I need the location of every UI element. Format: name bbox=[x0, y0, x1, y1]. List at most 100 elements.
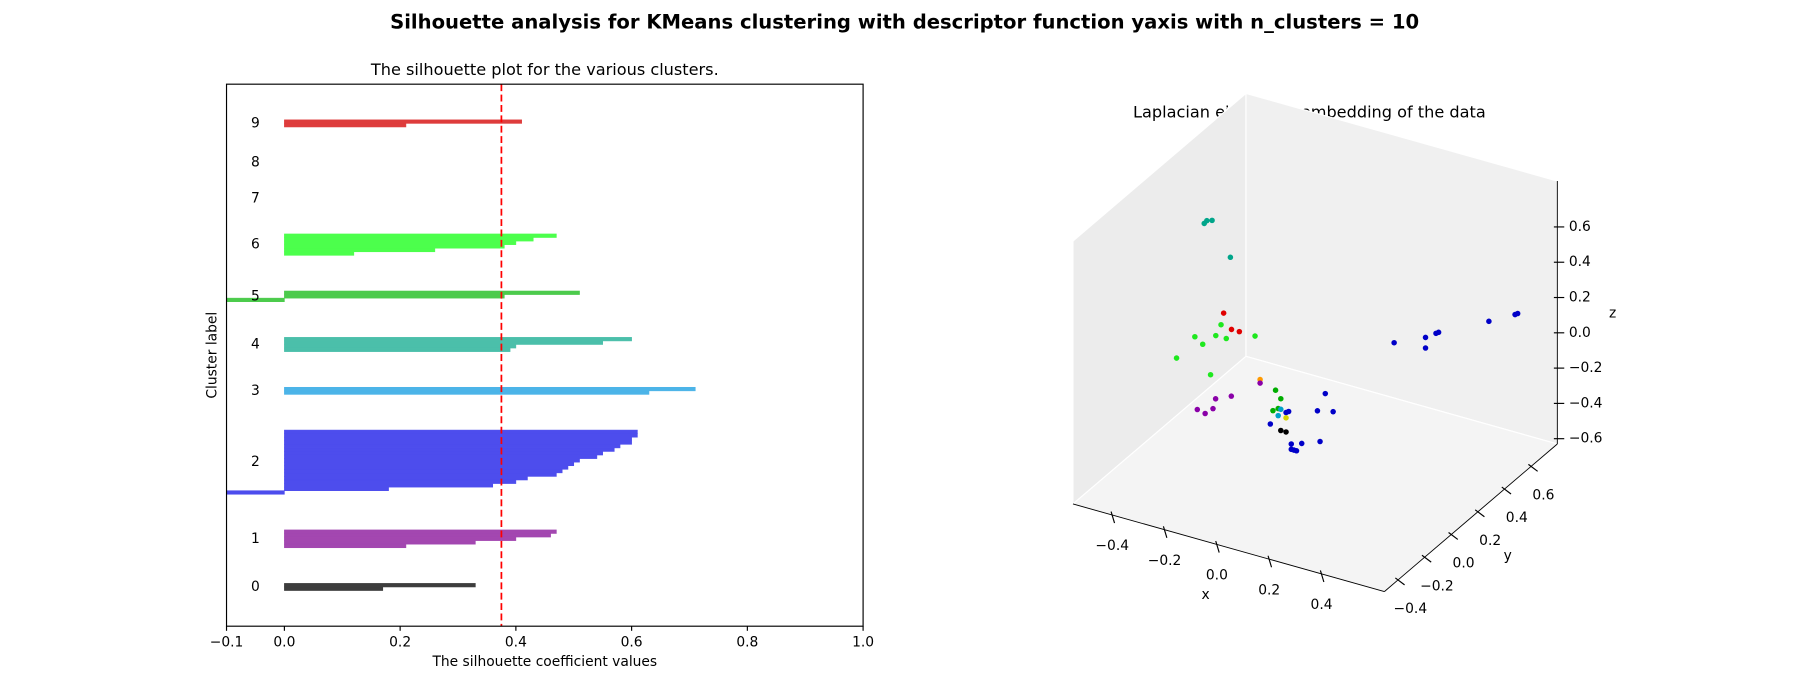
silhouette-bar bbox=[284, 543, 407, 549]
x-tick-label: 0.0 bbox=[1206, 568, 1228, 584]
x-tick-label: 0.4 bbox=[505, 634, 527, 650]
point bbox=[1314, 408, 1321, 414]
silhouette-bar bbox=[284, 444, 621, 449]
point bbox=[1278, 406, 1284, 413]
y-axis-label: Cluster label bbox=[205, 312, 221, 399]
z-tick-label: −0.2 bbox=[1569, 360, 1603, 376]
x-tick bbox=[1162, 526, 1168, 538]
silhouette-bar bbox=[284, 294, 505, 299]
point bbox=[1210, 405, 1216, 412]
z-tick-label: −0.4 bbox=[1569, 395, 1603, 411]
point bbox=[1283, 415, 1289, 421]
silhouette-bar bbox=[284, 583, 476, 588]
cluster-label: 9 bbox=[251, 115, 260, 131]
cluster-label: 7 bbox=[251, 190, 260, 206]
silhouette-bar bbox=[284, 123, 407, 128]
y-axis-line bbox=[1384, 443, 1558, 592]
cluster-label: 0 bbox=[251, 579, 260, 595]
y-tick bbox=[1448, 532, 1459, 540]
silhouette-bar bbox=[284, 461, 575, 467]
silhouette-bar bbox=[284, 340, 603, 345]
silhouette-bar bbox=[284, 247, 436, 253]
z-tick-label: 0.2 bbox=[1569, 290, 1591, 306]
point bbox=[1212, 396, 1219, 402]
silhouette-bar bbox=[284, 237, 534, 242]
point bbox=[1267, 421, 1274, 427]
x-tick-label: 0.4 bbox=[1311, 597, 1333, 613]
point bbox=[1192, 333, 1198, 340]
y-tick-label: 0.6 bbox=[1532, 488, 1554, 504]
z-tick-label: 0.6 bbox=[1569, 219, 1591, 235]
y-tick-label: 0.2 bbox=[1479, 533, 1501, 549]
point bbox=[1278, 427, 1284, 434]
point bbox=[1422, 345, 1429, 351]
axes-frame bbox=[225, 83, 864, 627]
y-tick bbox=[1528, 463, 1538, 472]
silhouette-bar bbox=[284, 337, 632, 342]
point bbox=[1514, 310, 1521, 317]
silhouette-bar bbox=[284, 472, 557, 477]
chart-title: The silhouette plot for the various clus… bbox=[370, 60, 719, 79]
silhouette-bar bbox=[284, 440, 632, 445]
x-tick-label: 0.2 bbox=[389, 634, 411, 650]
point bbox=[1422, 334, 1429, 341]
cluster-label: 1 bbox=[251, 531, 260, 547]
point bbox=[1283, 409, 1289, 416]
cluster-label: 3 bbox=[251, 383, 260, 399]
y-tick bbox=[1421, 554, 1432, 563]
point bbox=[1202, 410, 1208, 417]
x-axis-line bbox=[1072, 503, 1385, 593]
point bbox=[1227, 254, 1234, 261]
cluster-label: 5 bbox=[251, 288, 260, 304]
silhouette-bar bbox=[284, 251, 355, 256]
silhouette-bar bbox=[284, 347, 511, 352]
x-tick-label: −0.2 bbox=[1148, 553, 1182, 569]
point bbox=[1391, 339, 1397, 346]
point bbox=[1283, 429, 1289, 435]
silhouette-bar bbox=[284, 469, 563, 474]
point bbox=[1218, 321, 1224, 328]
figure-title: Silhouette analysis for KMeans clusterin… bbox=[390, 11, 1419, 34]
silhouette-bar bbox=[284, 479, 517, 484]
point bbox=[1298, 440, 1305, 447]
point bbox=[1317, 438, 1323, 445]
point bbox=[1173, 355, 1180, 361]
point bbox=[1204, 217, 1210, 224]
point bbox=[1207, 371, 1214, 378]
x-tick-label: −0.1 bbox=[210, 634, 244, 650]
point bbox=[1199, 341, 1206, 348]
silhouette-bar bbox=[284, 447, 615, 452]
z-axis-label: z bbox=[1609, 306, 1616, 322]
y-tick bbox=[1474, 509, 1485, 518]
silhouette-bar bbox=[284, 240, 517, 245]
point bbox=[1228, 393, 1235, 399]
cluster-label: 8 bbox=[251, 155, 260, 171]
y-tick bbox=[1395, 577, 1405, 586]
x-tick-label: 1.0 bbox=[852, 634, 874, 650]
point bbox=[1322, 390, 1329, 397]
point bbox=[1486, 318, 1492, 325]
point bbox=[1223, 335, 1230, 342]
silhouette-bar bbox=[284, 586, 384, 591]
silhouette-bar bbox=[284, 540, 476, 545]
point bbox=[1435, 329, 1442, 336]
x-tick-label: 0.2 bbox=[1258, 582, 1280, 598]
point bbox=[1270, 407, 1276, 414]
y-tick-label: 0.4 bbox=[1506, 510, 1528, 526]
silhouette-bar bbox=[284, 290, 580, 295]
silhouette-bar bbox=[284, 386, 696, 392]
point bbox=[1293, 448, 1300, 454]
point bbox=[1330, 408, 1336, 415]
point bbox=[1257, 380, 1263, 386]
point bbox=[1209, 217, 1215, 224]
point bbox=[1220, 310, 1227, 316]
point bbox=[1288, 446, 1295, 453]
x-tick-label: 0.8 bbox=[736, 634, 758, 650]
silhouette-bar bbox=[284, 119, 522, 124]
silhouette-bar bbox=[284, 486, 389, 491]
point bbox=[1236, 328, 1243, 335]
silhouette-bar bbox=[284, 476, 528, 481]
silhouette-bar bbox=[284, 433, 638, 438]
x-tick bbox=[1215, 540, 1220, 553]
